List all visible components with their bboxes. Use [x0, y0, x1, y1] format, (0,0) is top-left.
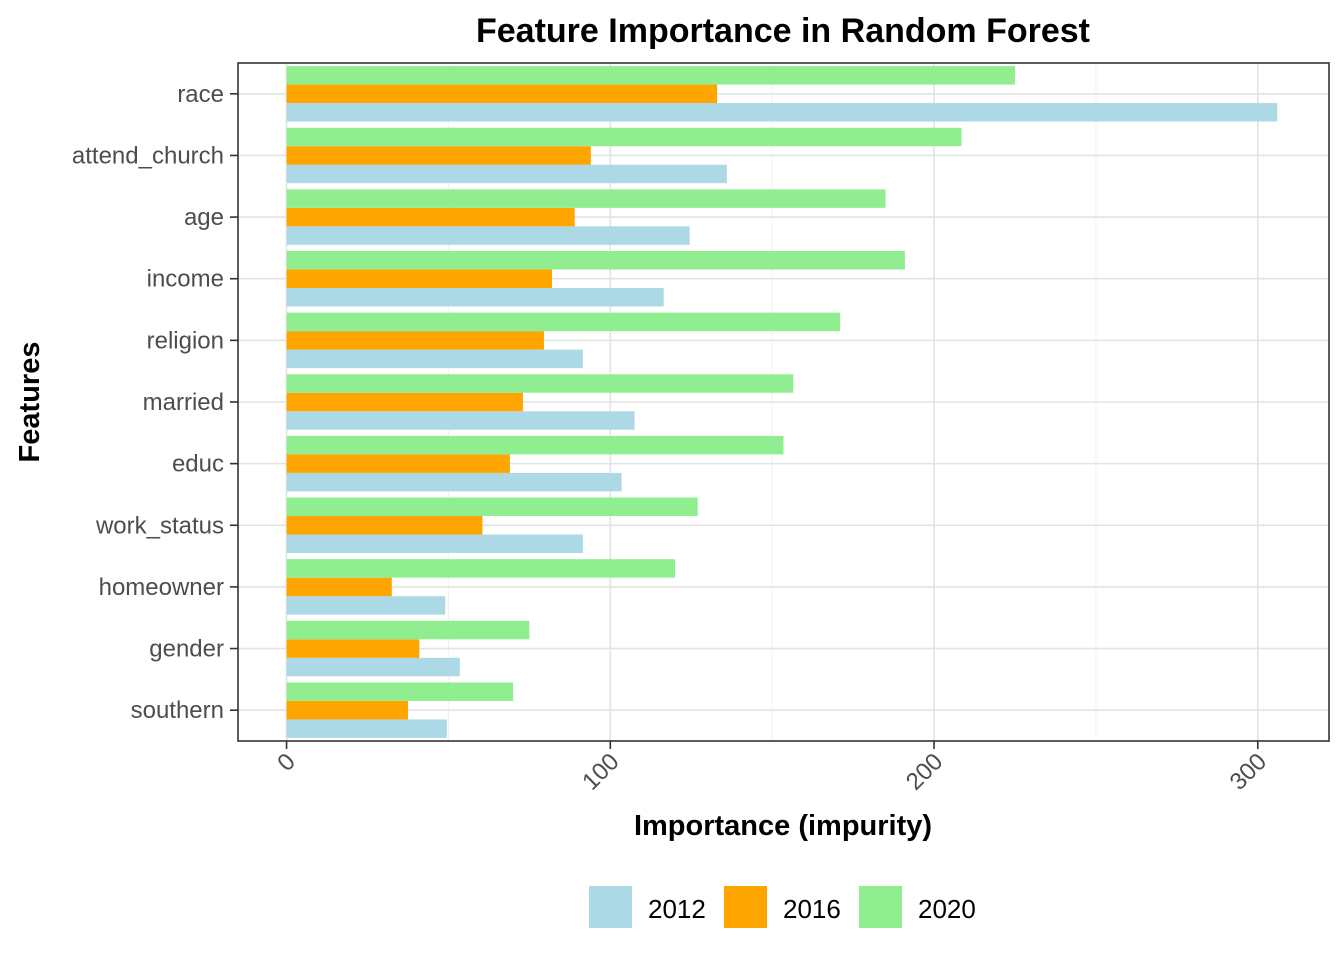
y-tick-label: religion [147, 327, 224, 354]
bar-religion-2012 [286, 349, 583, 369]
x-tick-label: 200 [901, 748, 948, 795]
bar-homeowner-2012 [286, 596, 446, 615]
y-tick-label: married [143, 389, 224, 416]
bar-southern-2020 [286, 682, 514, 701]
bar-work_status-2020 [286, 497, 698, 517]
y-tick-label: race [177, 81, 224, 108]
y-tick-label: southern [131, 697, 224, 724]
bar-attend_church-2016 [286, 146, 591, 165]
y-tick-label: attend_church [72, 142, 224, 169]
bar-race-2012 [286, 103, 1278, 122]
legend-key-2012 [589, 886, 632, 928]
y-tick-label: work_status [95, 512, 224, 539]
bar-educ-2012 [286, 472, 622, 492]
y-tick-label: gender [149, 636, 224, 663]
bar-educ-2020 [286, 435, 784, 455]
y-tick-label: age [184, 204, 224, 231]
bar-religion-2016 [286, 331, 544, 350]
bar-southern-2012 [286, 719, 447, 738]
bar-age-2012 [286, 226, 690, 245]
legend-key-2020 [859, 886, 902, 928]
bar-work_status-2012 [286, 534, 583, 554]
bar-gender-2012 [286, 657, 460, 677]
bar-married-2012 [286, 411, 635, 430]
bar-attend_church-2012 [286, 164, 727, 184]
x-axis-title: Importance (impurity) [634, 810, 932, 842]
bars [286, 66, 1278, 738]
bar-income-2012 [286, 287, 664, 307]
chart-title: Feature Importance in Random Forest [476, 12, 1090, 50]
legend-label: 2012 [648, 894, 706, 924]
legend-key-2016 [724, 886, 767, 928]
bar-gender-2020 [286, 620, 530, 640]
bar-gender-2016 [286, 639, 420, 658]
bar-educ-2016 [286, 454, 510, 473]
legend-label: 2020 [918, 894, 976, 924]
bar-income-2020 [286, 250, 905, 270]
bar-age-2020 [286, 189, 886, 208]
bar-religion-2020 [286, 312, 841, 332]
bar-homeowner-2016 [286, 577, 392, 597]
y-tick-label: income [147, 266, 224, 293]
bar-age-2016 [286, 207, 575, 227]
bar-homeowner-2020 [286, 559, 676, 578]
y-tick-label: homeowner [99, 574, 224, 601]
bar-southern-2016 [286, 700, 408, 720]
bar-married-2020 [286, 374, 794, 393]
y-tick-label: educ [172, 451, 224, 478]
x-tick-label: 300 [1225, 748, 1272, 795]
bar-race-2016 [286, 84, 718, 104]
bar-work_status-2016 [286, 516, 483, 535]
x-tick-label: 0 [272, 748, 301, 777]
x-tick-label: 100 [577, 748, 624, 795]
bar-race-2020 [286, 66, 1015, 85]
bar-income-2016 [286, 269, 553, 288]
bar-attend_church-2020 [286, 127, 962, 147]
legend-label: 2016 [783, 894, 841, 924]
bar-married-2016 [286, 392, 523, 412]
legend: 2012 2016 2020 [589, 886, 976, 928]
y-axis-title: Features [14, 342, 46, 463]
